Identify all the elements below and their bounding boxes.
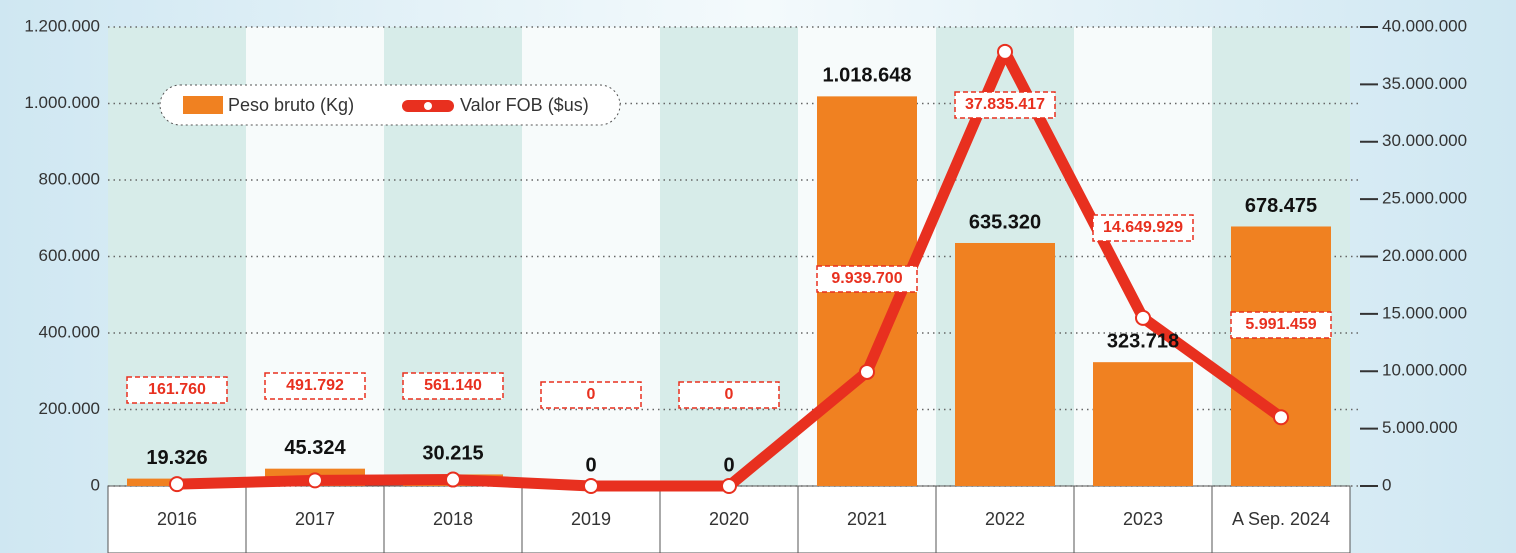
line-label: 5.991.459 — [1245, 316, 1316, 333]
point — [859, 363, 875, 380]
point — [721, 478, 737, 494]
bar — [1231, 226, 1331, 486]
point — [307, 472, 323, 489]
line-label: 491.792 — [286, 377, 344, 394]
legend-box — [159, 84, 621, 126]
bar-label: 323.718 — [1107, 330, 1179, 352]
point — [1135, 309, 1151, 326]
y-tick-label: 400.000 — [39, 322, 100, 341]
bar-label: 30.215 — [422, 443, 483, 465]
y-tick-label: 1.000.000 — [24, 93, 100, 112]
bar-label: 0 — [723, 454, 734, 476]
y2-tick-label: 40.000.000 — [1382, 16, 1467, 35]
x-tick-label: 2020 — [709, 509, 749, 529]
y2-tick-label: 15.000.000 — [1382, 303, 1467, 322]
bar — [1093, 362, 1193, 486]
x-tick-label: 2019 — [571, 509, 611, 529]
x-tick-label: 2016 — [157, 509, 197, 529]
bar-label: 678.475 — [1245, 195, 1317, 217]
x-tick-label: 2023 — [1123, 509, 1163, 529]
category-cell — [245, 485, 385, 553]
y-tick-label: 200.000 — [39, 399, 100, 418]
point — [169, 476, 185, 493]
line-label: 0 — [587, 386, 596, 403]
y-tick-label: 1.200.000 — [24, 16, 100, 35]
labels: 2016 2017 2018 2019 2020 2021 2022 2023 A Sep. 2… — [146, 65, 1330, 529]
bar-label: 19.326 — [146, 447, 207, 469]
point — [1273, 409, 1289, 426]
y2-tick-label: 0 — [1382, 475, 1391, 494]
value-label-box — [1230, 311, 1332, 339]
y2-tick-label: 35.000.000 — [1382, 74, 1467, 93]
y-tick-label: 600.000 — [39, 246, 100, 265]
legend: Peso bruto (Kg) Valor FOB ($us) — [159, 84, 621, 126]
line-label: 561.140 — [424, 377, 482, 394]
line-layer: 161.760 491.792 561.140 0 0 9.939.700 37.835.4… — [126, 43, 1332, 494]
y2-tick-label: 5.000.000 — [1382, 418, 1458, 437]
value-label-box — [264, 372, 366, 400]
y-tick-label: 0 — [91, 475, 100, 494]
line-label: 14.649.929 — [1103, 219, 1183, 236]
y2-tick-label: 20.000.000 — [1382, 246, 1467, 265]
grid: 0 200.000 400.000 600.000 800.000 1.000.000 1.… — [24, 16, 1467, 494]
line-label: 161.760 — [148, 381, 206, 398]
x-tick-label: 2018 — [433, 509, 473, 529]
category-cell — [107, 485, 247, 553]
bar — [955, 242, 1055, 486]
x-tick-label: 2017 — [295, 509, 335, 529]
x-tick-label: 2022 — [985, 509, 1025, 529]
line-label: 9.939.700 — [831, 270, 902, 287]
y2-tick-label: 10.000.000 — [1382, 361, 1467, 380]
point — [997, 43, 1013, 60]
point — [445, 471, 461, 488]
x-tick-label: 2021 — [847, 509, 887, 529]
value-label-box — [402, 372, 504, 400]
bar-label: 45.324 — [284, 437, 346, 459]
legend-label: Peso bruto (Kg) — [228, 95, 354, 115]
value-label-box — [678, 381, 780, 409]
bar-label: 635.320 — [969, 211, 1041, 233]
value-label-box — [540, 381, 642, 409]
category-cell — [383, 485, 523, 553]
value-label-box — [816, 265, 918, 293]
line-label: 0 — [725, 386, 734, 403]
y-tick-label: 800.000 — [39, 169, 100, 188]
line-label: 37.835.417 — [965, 96, 1045, 113]
legend-label: Valor FOB ($us) — [460, 95, 589, 115]
y2-tick-label: 30.000.000 — [1382, 131, 1467, 150]
value-label-box — [1092, 214, 1194, 242]
value-label-box — [954, 91, 1056, 119]
category-cell — [935, 485, 1075, 553]
legend-swatch — [183, 96, 223, 114]
value-label-box — [126, 376, 228, 404]
point — [583, 478, 599, 494]
category-cell — [1211, 485, 1351, 553]
bar-label: 0 — [585, 454, 596, 476]
category-cell — [1073, 485, 1213, 553]
legend-swatch — [424, 102, 432, 110]
x-tick-label: A Sep. 2024 — [1232, 509, 1330, 529]
bar-label: 1.018.648 — [823, 65, 912, 87]
y2-tick-label: 25.000.000 — [1382, 189, 1467, 208]
